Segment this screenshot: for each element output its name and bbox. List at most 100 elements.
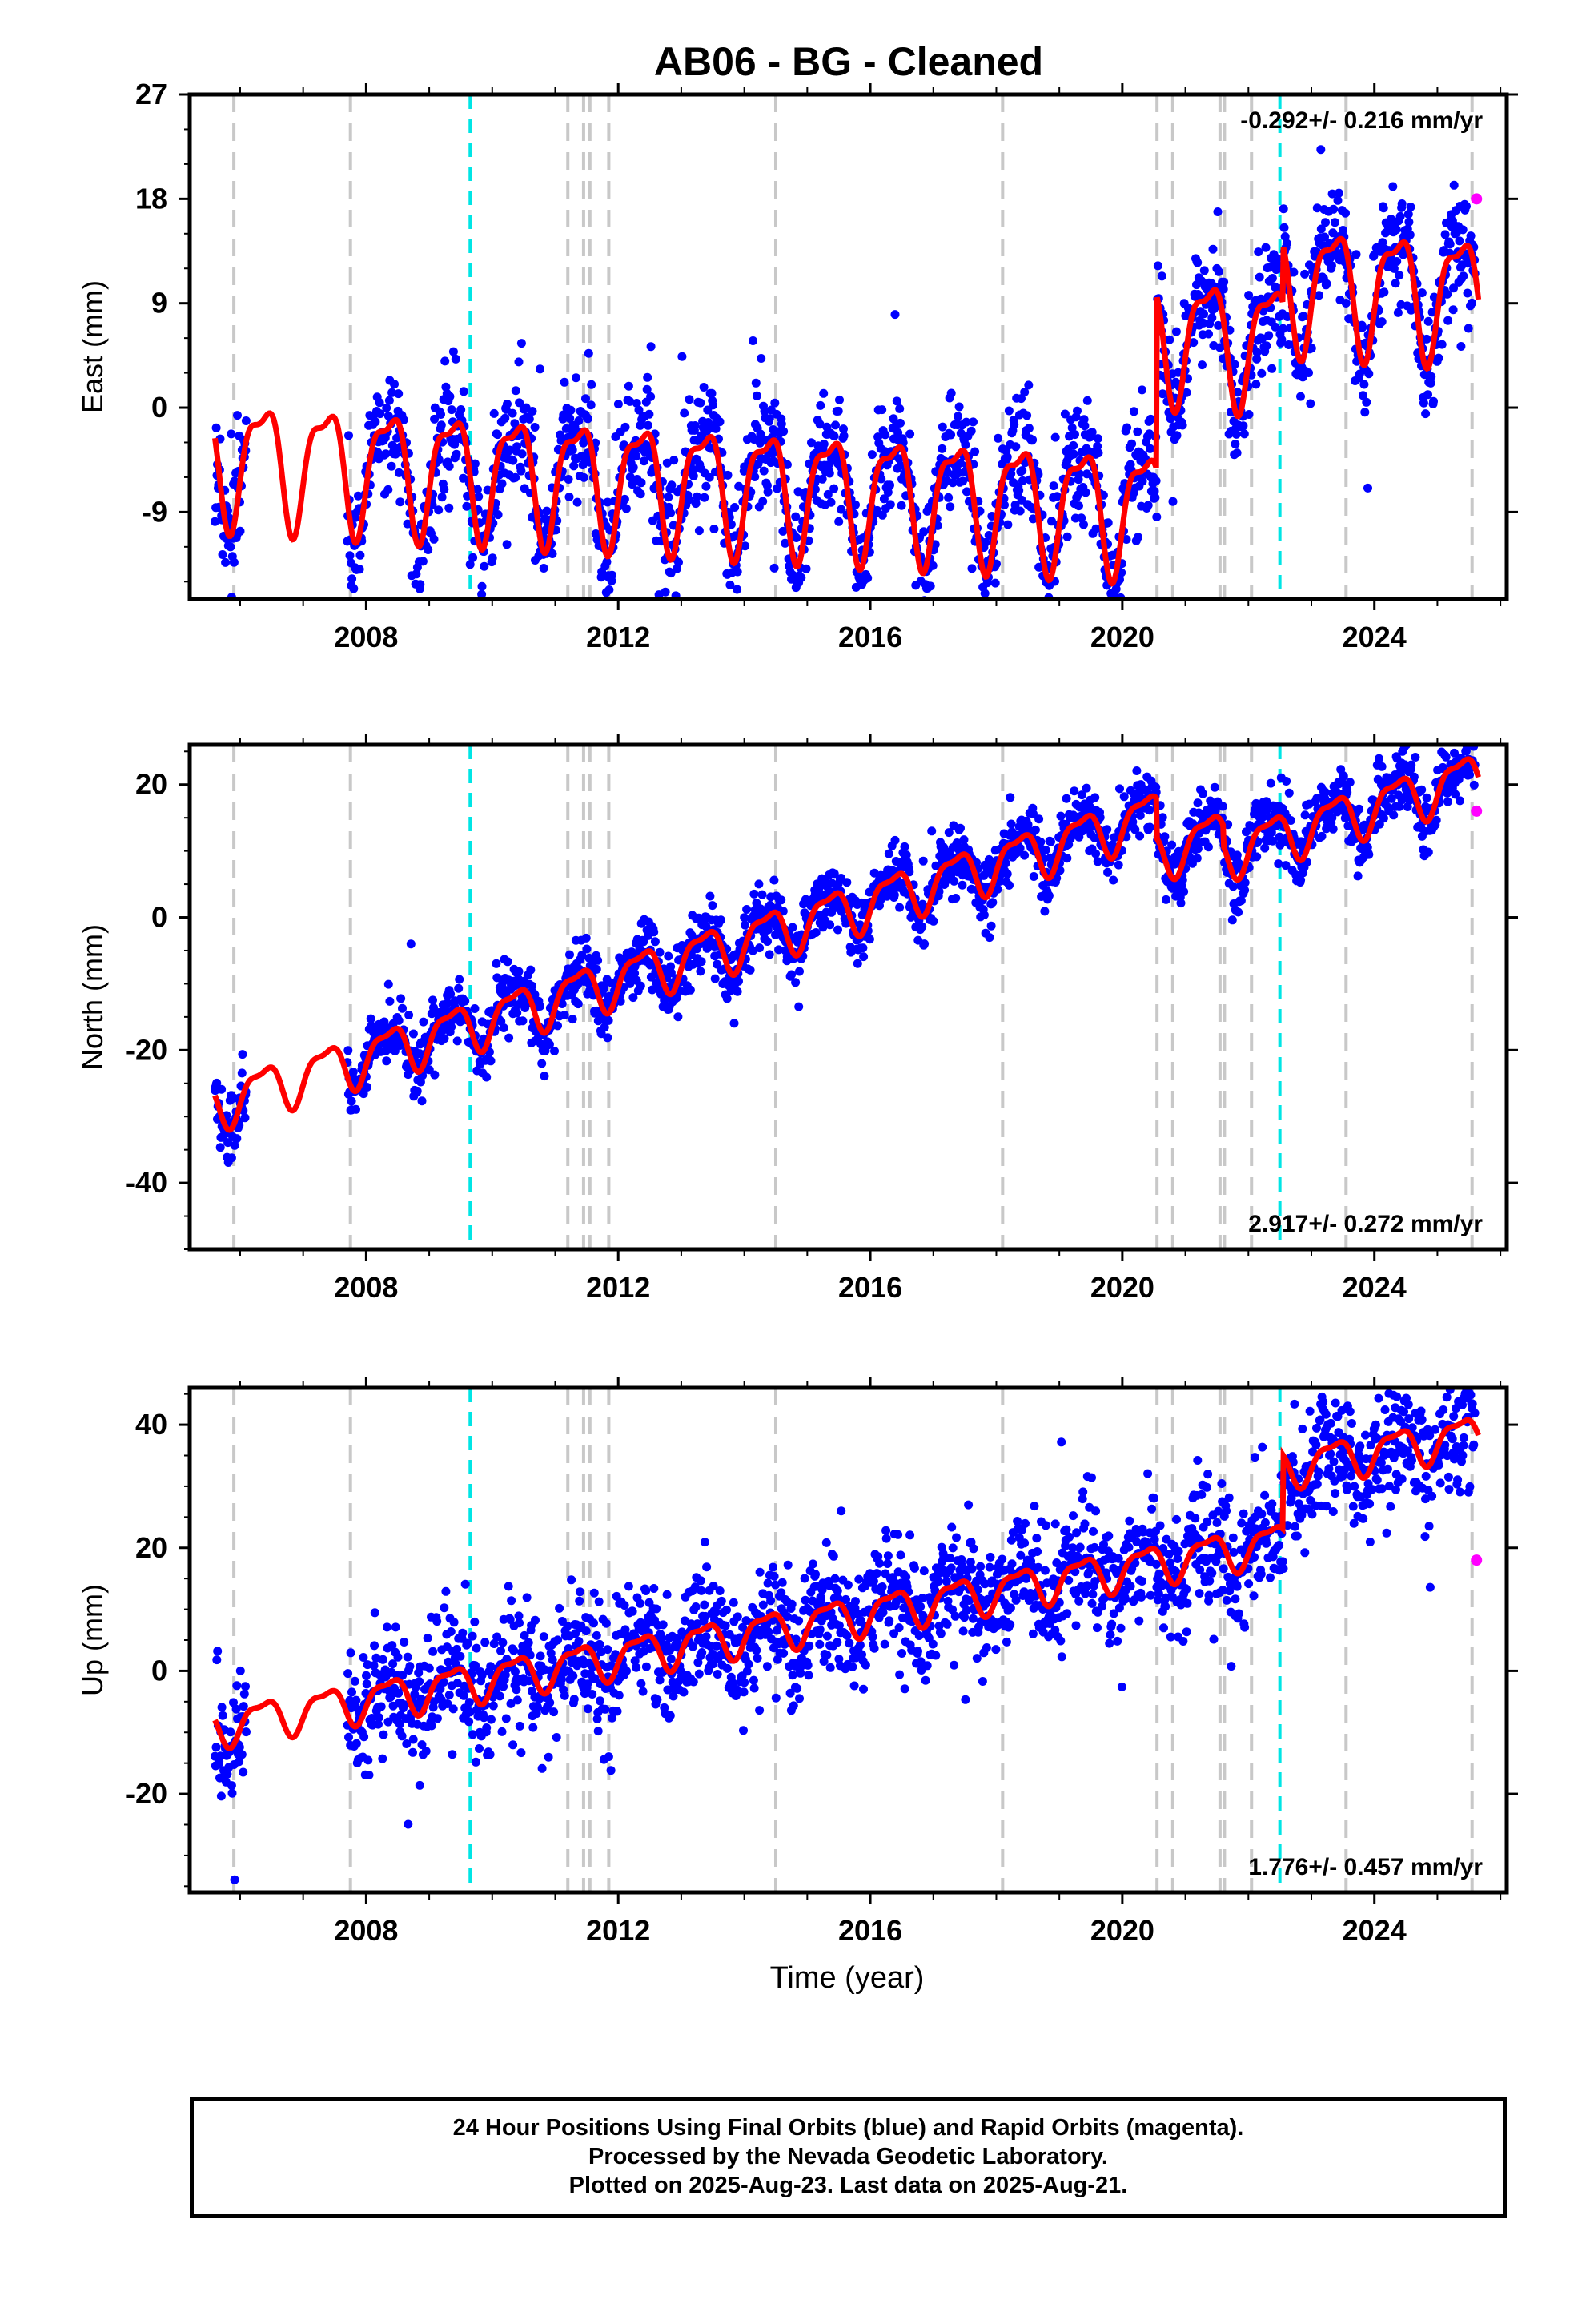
data-point xyxy=(639,937,648,947)
y-axis-label: North (mm) xyxy=(76,924,109,1070)
data-point xyxy=(503,400,512,408)
data-point xyxy=(755,943,765,953)
data-point xyxy=(1014,485,1024,495)
data-point xyxy=(859,952,869,962)
data-point xyxy=(459,387,468,396)
data-point xyxy=(1443,316,1453,325)
data-point xyxy=(726,601,735,609)
data-point xyxy=(516,339,526,348)
data-point xyxy=(685,985,695,995)
data-point xyxy=(770,398,780,408)
data-point xyxy=(399,415,408,424)
data-point xyxy=(1087,428,1097,437)
data-point xyxy=(526,965,536,975)
data-point xyxy=(374,1713,383,1723)
data-point xyxy=(464,1698,474,1707)
data-point xyxy=(504,1033,514,1043)
data-point xyxy=(602,557,612,567)
data-point xyxy=(1279,223,1289,232)
data-point xyxy=(1094,448,1103,458)
data-point xyxy=(652,1604,661,1614)
data-point xyxy=(1040,907,1050,916)
data-point xyxy=(1429,292,1439,302)
data-point xyxy=(477,589,487,599)
data-point xyxy=(763,487,773,497)
data-point xyxy=(664,951,673,961)
data-point xyxy=(1056,811,1066,821)
data-point xyxy=(1091,849,1101,858)
data-point xyxy=(530,423,540,432)
data-point xyxy=(1387,215,1395,224)
data-point xyxy=(238,1050,247,1059)
data-point xyxy=(1440,230,1450,239)
data-point xyxy=(349,584,359,593)
data-point xyxy=(752,391,761,400)
data-point xyxy=(444,1691,454,1699)
data-point xyxy=(833,406,843,416)
data-point xyxy=(699,383,709,392)
data-point xyxy=(568,445,577,455)
data-point xyxy=(1244,410,1254,419)
y-axis-label: East (mm) xyxy=(76,280,109,413)
y-tick-label: 9 xyxy=(151,287,167,320)
data-point xyxy=(1022,411,1032,420)
data-point xyxy=(412,569,421,579)
data-point xyxy=(1286,816,1295,825)
data-point xyxy=(227,429,236,439)
data-point xyxy=(672,993,681,1003)
data-point xyxy=(708,901,717,911)
data-point xyxy=(235,526,245,536)
data-point xyxy=(1345,778,1355,787)
data-point xyxy=(456,405,466,414)
data-point xyxy=(1379,203,1388,213)
data-point xyxy=(1005,880,1014,890)
data-point xyxy=(364,1771,374,1779)
data-point xyxy=(1042,618,1051,627)
data-point xyxy=(525,1651,535,1660)
data-point xyxy=(565,414,575,423)
data-point xyxy=(1138,476,1147,486)
data-point xyxy=(1189,338,1199,348)
data-point xyxy=(894,454,904,464)
data-point xyxy=(1463,288,1472,298)
data-point xyxy=(1077,790,1086,800)
data-point xyxy=(884,849,893,858)
data-point xyxy=(396,994,406,1003)
data-point xyxy=(1258,812,1267,822)
data-point xyxy=(517,449,527,459)
model-fit-line xyxy=(212,235,1482,587)
data-point xyxy=(440,1603,449,1613)
data-point xyxy=(711,424,721,433)
data-point xyxy=(449,1618,459,1627)
data-point xyxy=(745,965,755,975)
data-point xyxy=(636,1679,646,1688)
data-point xyxy=(986,921,996,931)
data-point xyxy=(230,1875,239,1884)
data-point xyxy=(644,420,652,430)
data-point xyxy=(632,452,641,461)
data-point xyxy=(1093,442,1102,451)
data-point xyxy=(594,1597,604,1606)
data-point xyxy=(1055,866,1065,875)
data-point xyxy=(1267,364,1277,373)
data-point xyxy=(382,1056,391,1066)
data-point xyxy=(451,354,460,364)
data-point xyxy=(956,458,966,468)
data-point xyxy=(893,428,903,437)
data-point xyxy=(700,493,709,502)
data-point xyxy=(829,484,839,493)
data-point xyxy=(1312,203,1322,213)
data-point xyxy=(918,609,927,617)
data-point xyxy=(643,372,652,382)
data-point xyxy=(620,422,630,432)
data-point xyxy=(592,1715,602,1723)
data-point xyxy=(979,911,989,919)
data-point xyxy=(537,1763,547,1773)
data-point xyxy=(664,493,673,502)
data-point xyxy=(1062,854,1072,863)
data-point xyxy=(394,1015,404,1025)
data-point xyxy=(536,364,544,374)
data-point xyxy=(421,1747,431,1756)
x-tick-label: 2008 xyxy=(334,1271,398,1304)
